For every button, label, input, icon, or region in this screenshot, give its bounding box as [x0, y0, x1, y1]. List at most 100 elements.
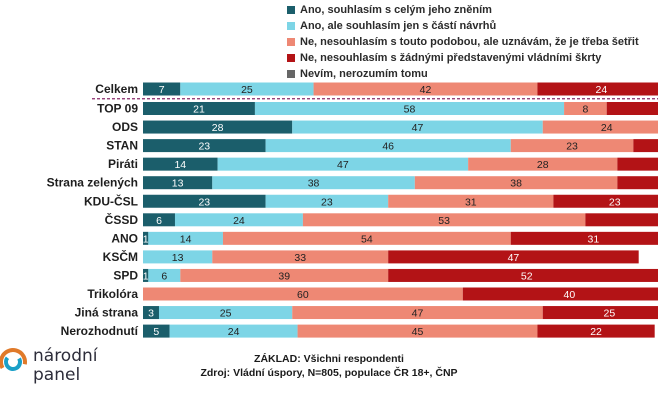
bar-segment: [553, 194, 658, 208]
legend-label: Ne, nesouhlasím s touto podobou, ale uzn…: [300, 36, 639, 48]
stacked-bar-chart: Celkem 7 25 42 24 TOP 09 21 58 8 ODS 28 47 24 STAN 23 4…: [47, 82, 658, 338]
legend-swatch: [287, 70, 295, 78]
data-label: 47: [412, 122, 424, 134]
data-label: 24: [596, 84, 608, 96]
bar-segment: [585, 213, 658, 227]
data-label: 31: [465, 196, 477, 208]
bar-segment: [254, 102, 565, 115]
chart-footer: ZÁKLAD: Všichni respondenti Zdroj: Vládn…: [0, 352, 658, 380]
bar-segment: [143, 139, 266, 153]
bar-segment: [542, 306, 658, 320]
bar-segment: [542, 120, 658, 134]
category-label: ANO: [111, 231, 138, 245]
bar-segment: [633, 139, 658, 153]
bar-segment: [265, 139, 511, 153]
legend-label: Ne, nesouhlasím s žádnými představenými …: [300, 52, 602, 64]
data-label: 54: [361, 233, 373, 245]
data-label: 8: [582, 104, 588, 116]
logo-text: národní panel: [33, 347, 98, 385]
data-label: 1: [143, 270, 149, 282]
bar-segment: [143, 231, 149, 245]
data-label: 5: [153, 326, 159, 338]
data-label: 25: [604, 308, 616, 320]
logo-line-2: panel: [33, 365, 81, 385]
category-label: ODS: [112, 120, 138, 134]
data-label: 14: [174, 159, 186, 171]
narodni-panel-logo-icon: [0, 348, 27, 376]
data-label: 25: [220, 308, 232, 320]
data-label: 38: [510, 178, 522, 190]
data-label: 23: [566, 141, 578, 153]
bar-segment: [143, 268, 149, 282]
bar-segment: [606, 102, 658, 115]
data-label: 47: [508, 252, 520, 264]
data-label: 58: [404, 104, 416, 116]
data-label: 6: [161, 270, 167, 282]
bar-segment: [148, 268, 181, 282]
data-label: 13: [172, 178, 184, 190]
data-label: 47: [412, 308, 424, 320]
legend-item: Ano, ale souhlasím jen s částí návrhů: [287, 18, 639, 34]
data-label: 52: [521, 270, 533, 282]
bar-segment: [617, 176, 658, 190]
logo-line-1: národní: [33, 346, 98, 366]
category-label: KDU-ČSL: [84, 193, 138, 208]
bar-segment: [143, 194, 266, 208]
data-label: 46: [382, 141, 394, 153]
bar-segment: [388, 194, 554, 208]
bar-segment: [510, 231, 658, 245]
bar-segment: [564, 102, 607, 115]
legend-swatch: [287, 22, 295, 30]
source-note: Zdroj: Vládní úspory, N=805, populace ČR…: [200, 367, 458, 379]
data-label: 13: [172, 252, 184, 264]
legend-swatch: [287, 54, 295, 62]
data-label: 24: [233, 215, 245, 227]
bar-segment: [143, 157, 218, 171]
legend-swatch: [287, 38, 295, 46]
category-label: TOP 09: [97, 102, 138, 116]
bar-segment: [143, 102, 255, 115]
bar-segment: [158, 306, 293, 320]
data-label: 28: [212, 122, 224, 134]
category-label: STAN: [106, 139, 138, 153]
data-label: 31: [588, 233, 600, 245]
data-label: 39: [278, 270, 290, 282]
data-label: 22: [590, 326, 602, 338]
bar-segment: [462, 287, 658, 301]
data-label: 24: [601, 122, 613, 134]
bar-segment: [143, 213, 175, 227]
bar-segment: [180, 268, 389, 282]
data-label: 38: [308, 178, 320, 190]
bar-segment: [292, 306, 543, 320]
bar-segment: [414, 176, 618, 190]
bar-segment: [292, 120, 543, 134]
legend-item: Ne, nesouhlasím s touto podobou, ale uzn…: [287, 34, 639, 50]
data-label: 7: [159, 84, 165, 96]
bar-segment: [174, 213, 303, 227]
category-label: SPD: [113, 268, 138, 282]
bar-segment: [222, 231, 511, 245]
legend: Ano, souhlasím s celým jeho zněním Ano, a…: [287, 2, 639, 82]
category-label: Nerozhodnutí: [61, 324, 139, 338]
bar-segment: [217, 157, 469, 171]
bar-segment: [388, 268, 658, 282]
category-label: ČSSD: [105, 212, 139, 227]
data-label: 47: [337, 159, 349, 171]
legend-item: Nevím, nerozumím tomu: [287, 66, 639, 82]
bar-segment: [143, 250, 213, 264]
data-label: 23: [198, 196, 210, 208]
category-label: KSČM: [103, 249, 138, 264]
legend-label: Ano, souhlasím s celým jeho zněním: [300, 4, 492, 16]
data-label: 23: [609, 196, 621, 208]
bar-segment: [537, 324, 655, 338]
category-label: Strana zelených: [47, 176, 138, 190]
bar-segment: [468, 157, 618, 171]
bar-segment: [265, 194, 389, 208]
bar-segment: [148, 231, 223, 245]
data-label: 40: [564, 289, 576, 301]
legend-swatch: [287, 6, 295, 14]
bar-segment: [143, 120, 293, 134]
bar-segment: [302, 213, 586, 227]
data-label: 45: [412, 326, 424, 338]
bar-segment: [143, 176, 213, 190]
